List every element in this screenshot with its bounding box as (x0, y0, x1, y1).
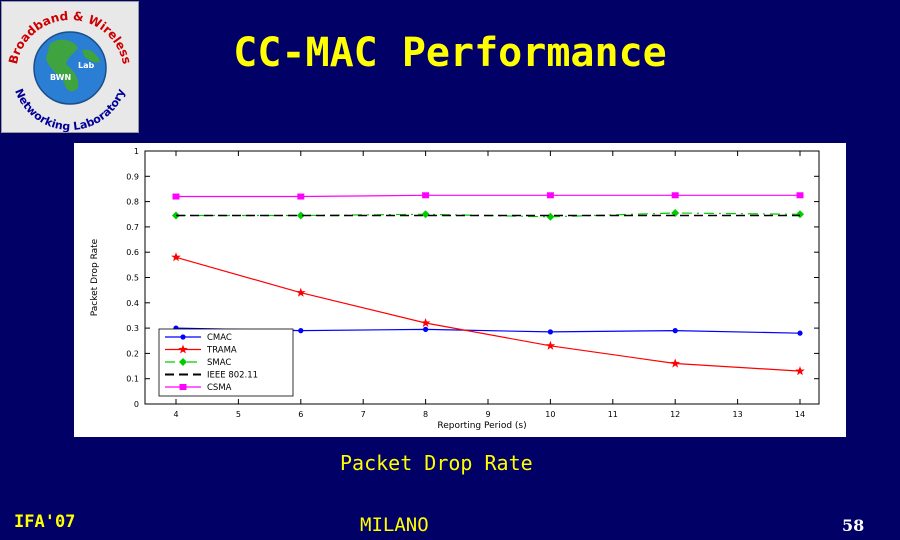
data-point-csma (671, 192, 679, 199)
y-tick-label: 0.7 (126, 223, 139, 232)
y-tick-label: 0.8 (126, 198, 139, 207)
legend-label-ieee-802-11: IEEE 802.11 (207, 371, 258, 381)
x-tick-label: 8 (423, 410, 428, 419)
data-point-cmac (797, 330, 803, 336)
x-tick-label: 7 (361, 410, 366, 419)
logo-center-left: BWN (50, 73, 71, 82)
x-tick-label: 10 (545, 410, 555, 419)
x-tick-label: 14 (795, 410, 805, 419)
data-point-smac (421, 210, 430, 219)
y-tick-label: 0.2 (126, 349, 139, 358)
data-point-csma (546, 192, 554, 199)
data-point-trama (420, 318, 431, 328)
x-axis-label: Reporting Period (s) (437, 421, 526, 431)
y-tick-label: 0 (134, 400, 139, 409)
data-point-trama (670, 358, 680, 368)
x-tick-label: 4 (173, 410, 178, 419)
x-tick-label: 11 (608, 410, 618, 419)
x-tick-label: 6 (298, 410, 303, 419)
x-tick-label: 9 (485, 410, 490, 419)
chart-panel: 0 0.1 0.2 0.3 0.4 0.5 0.6 0.7 0.8 0.9 1 4 5 6 7 8 9 10 11 1… (74, 143, 846, 437)
data-point-trama (296, 287, 306, 297)
slide-title: CC-MAC Performance (233, 30, 667, 76)
legend-label-smac: SMAC (207, 358, 231, 368)
legend-label-trama: TRAMA (206, 346, 237, 356)
legend-marker-csma (179, 384, 187, 390)
x-tick-label: 13 (733, 410, 743, 419)
x-tick-label: 12 (670, 410, 680, 419)
y-tick-label: 0.6 (126, 248, 139, 257)
legend-label-cmac: CMAC (207, 333, 232, 343)
legend: CMAC TRAMA SMAC IEEE 802.11 CSMA (158, 328, 294, 397)
logo-center-right: Lab (78, 61, 94, 70)
logo-graphic: Broadband & Wireless Networking Laborato… (6, 9, 134, 133)
legend-marker-cmac (180, 334, 186, 340)
packet-drop-chart: 00.10.20.30.40.50.60.70.80.914 5 6 7 8 9 10 11 1… (90, 147, 820, 431)
legend-marker-trama (178, 344, 188, 354)
ticks-layer: 00.10.20.30.40.50.60.70.80.914 5 6 7 8 9 10 11 1… (126, 147, 819, 419)
series-csma (172, 192, 804, 200)
data-point-csma (796, 192, 804, 199)
y-tick-label: 0.4 (126, 299, 139, 308)
footer-location: MILANO (360, 514, 429, 536)
page-number: 58 (842, 516, 865, 535)
data-point-trama (795, 366, 805, 376)
bwn-lab-logo: Broadband & Wireless Networking Laborato… (1, 1, 139, 133)
data-point-cmac (547, 329, 553, 335)
legend-marker-smac (179, 358, 187, 366)
y-axis-label: Packet Drop Rate (90, 238, 100, 316)
y-tick-label: 1 (134, 147, 139, 156)
data-point-smac (546, 212, 555, 221)
chart-caption: Packet Drop Rate (340, 451, 533, 475)
series-line-csma (176, 194, 800, 198)
series-line-trama (175, 256, 801, 372)
data-point-smac (296, 211, 305, 220)
data-point-csma (297, 193, 305, 200)
y-tick-label: 0.5 (126, 274, 139, 283)
data-point-cmac (423, 326, 429, 332)
data-point-cmac (298, 328, 304, 334)
data-point-cmac (672, 328, 678, 334)
y-tick-label: 0.3 (126, 324, 139, 333)
series-trama (171, 252, 805, 376)
y-tick-label: 0.1 (126, 375, 139, 384)
data-point-csma (172, 193, 180, 200)
data-point-trama (171, 252, 181, 262)
y-tick-label: 0.9 (126, 172, 139, 181)
x-tick-label: 5 (236, 410, 241, 419)
data-point-csma (422, 192, 430, 199)
data-point-smac (796, 210, 804, 219)
legend-label-csma: CSMA (207, 383, 232, 393)
data-point-trama (545, 340, 556, 350)
footer-conference: IFA'07 (14, 512, 76, 532)
